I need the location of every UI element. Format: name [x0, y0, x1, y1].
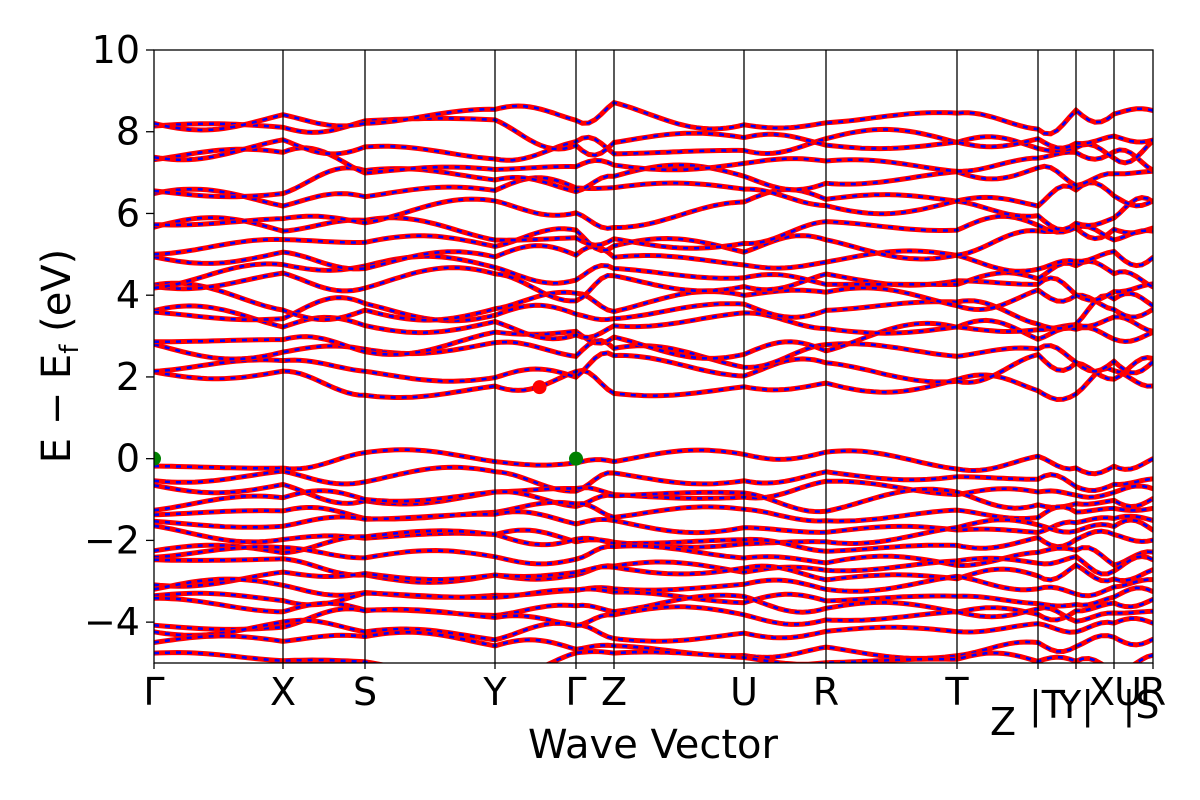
band-line-spin-down: [154, 487, 1153, 513]
band-line-spin-down: [154, 128, 1153, 165]
bands-layer: [154, 99, 1153, 663]
band-line-spin-down: [154, 563, 1153, 588]
y-axis-label-subscript: f: [55, 344, 85, 354]
band-line-spin-down: [154, 617, 1153, 643]
band-line-spin-down: [154, 448, 1153, 475]
band-line-spin-down: [154, 163, 1153, 198]
x-tick-label: Γ: [143, 670, 164, 714]
y-tick-label: −4: [84, 600, 140, 644]
y-tick-label: 10: [92, 28, 140, 72]
band-line-spin-down: [154, 518, 1153, 549]
x-tick-label: Y: [482, 670, 507, 714]
band-line-spin-down: [154, 339, 1153, 374]
y-tick-label: 8: [116, 110, 140, 154]
band-line-spin-down: [154, 319, 1153, 360]
y-tick-label: 0: [116, 437, 140, 481]
x-axis: Γ X S Y Γ Z U R TZ |TY|X U|SR: [143, 663, 1166, 744]
band-line-spin-down: [154, 510, 1153, 534]
x-tick-label: Z: [601, 670, 627, 714]
vbm-marker: [154, 451, 161, 466]
x-axis-label: Wave Vector: [528, 722, 779, 768]
band-line-spin-down: [154, 529, 1153, 554]
x-tick-label: S: [353, 670, 377, 714]
band-line-spin-down: [154, 351, 1153, 384]
band-line-spin-down: [154, 244, 1153, 273]
band-line-spin-down: [154, 176, 1153, 215]
band-line-spin-down: [154, 226, 1153, 261]
x-tick-label: X: [1089, 670, 1115, 714]
x-tick-label: R: [813, 670, 839, 714]
band-line-spin-down: [154, 215, 1153, 250]
band-line-spin-down: [154, 466, 1153, 493]
y-tick-label: 6: [116, 191, 140, 235]
band-line-spin-down: [154, 101, 1153, 136]
band-line-spin-down: [154, 593, 1153, 622]
x-tick-label: Y|: [1057, 683, 1094, 728]
y-tick-label: −2: [84, 518, 140, 562]
y-axis-label: E − Ef (eV): [34, 249, 85, 464]
x-tick-label: U: [730, 670, 758, 714]
x-tick-label: |T: [1029, 683, 1066, 728]
y-tick-label: 2: [116, 355, 140, 399]
band-line-spin-down: [154, 555, 1153, 584]
band-line-spin-down: [154, 650, 1153, 663]
band-line-spin-up: [154, 561, 1153, 589]
x-tick-label: Z: [990, 700, 1016, 744]
band-line-spin-down: [154, 117, 1153, 157]
band-line-spin-down: [154, 501, 1153, 523]
x-tick-label: Γ: [565, 670, 586, 714]
vbm-marker: [569, 451, 583, 466]
band-line-spin-up: [154, 447, 1153, 477]
x-tick-label: X: [270, 670, 296, 714]
y-axis-label-unit: (eV): [34, 249, 80, 345]
high-symmetry-lines: [282, 50, 1115, 663]
y-axis-label-main: E − E: [34, 354, 80, 464]
x-tick-label: T: [944, 670, 969, 714]
band-line-spin-down: [154, 188, 1153, 231]
band-line-spin-down: [154, 479, 1153, 506]
x-tick-label: |S: [1123, 683, 1160, 728]
plot-frame: [153, 49, 1154, 664]
band-line-spin-up: [154, 280, 1153, 323]
band-line-spin-down: [154, 630, 1153, 660]
y-axis: 10 8 6 4 2 0 −2 −4: [84, 28, 154, 644]
extrema-markers: [154, 380, 583, 466]
y-tick-label: 4: [116, 273, 140, 317]
band-line-spin-down: [154, 605, 1153, 631]
band-line-spin-down: [154, 544, 1153, 567]
band-line-spin-down: [154, 366, 1153, 401]
x-tick-label: R: [1140, 670, 1166, 714]
band-line-spin-down: [154, 575, 1153, 599]
band-line-spin-down: [154, 292, 1153, 330]
band-line-spin-down: [154, 255, 1153, 290]
x-tick-label: U: [1114, 670, 1142, 714]
cbm-marker: [532, 380, 547, 395]
band-line-spin-up: [154, 99, 1153, 137]
band-line-spin-down: [154, 266, 1153, 303]
